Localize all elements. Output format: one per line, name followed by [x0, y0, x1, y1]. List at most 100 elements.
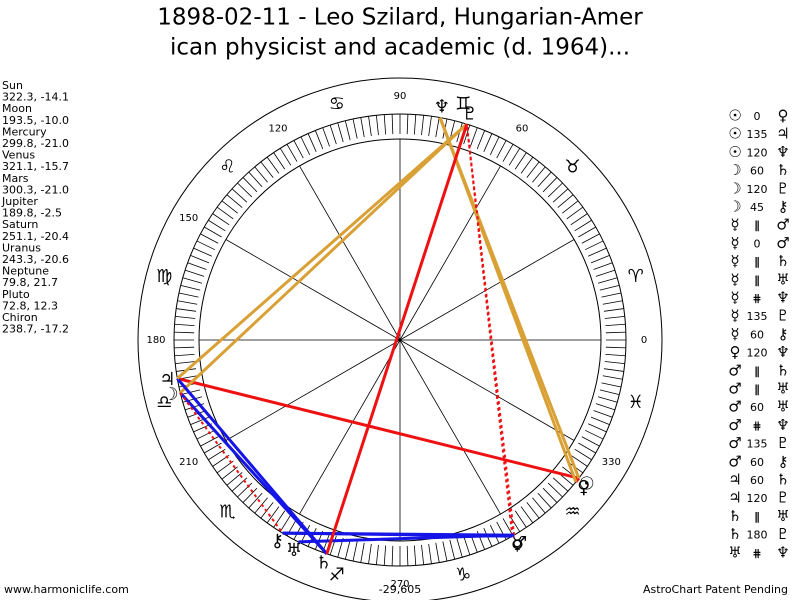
ring-tick — [578, 442, 596, 454]
aspect-planet: ♅ — [776, 398, 789, 416]
ring-tick — [514, 510, 527, 528]
degree-label: 210 — [179, 457, 198, 468]
aspect-line — [465, 123, 516, 536]
aspect-line — [176, 122, 468, 380]
outer-circle — [137, 77, 663, 600]
ring-tick — [508, 148, 521, 166]
ring-tick — [602, 375, 623, 380]
aspect-symbol: 135 — [747, 310, 768, 323]
ring-tick — [293, 140, 304, 159]
ring-tick — [463, 535, 471, 556]
aspect-symbol: 60 — [750, 328, 764, 341]
aspect-lines — [176, 117, 581, 555]
ring-tick — [248, 171, 263, 188]
footer-left: www.harmoniclife.com — [4, 583, 129, 596]
ring-tick — [537, 171, 552, 188]
aspect-symbol: 120 — [747, 183, 768, 196]
ring-tick — [547, 482, 563, 498]
aspect-planet: ☿ — [730, 307, 739, 325]
sign-glyph: ♑ — [455, 565, 471, 586]
ring-tick — [542, 487, 558, 503]
ring-tick — [435, 117, 440, 138]
ring-tick — [200, 436, 219, 447]
ring-tick — [578, 226, 596, 238]
aspect-planet: ☽ — [728, 198, 741, 216]
aspect-planet: ☿ — [730, 216, 739, 234]
aspect-planet: ♄ — [776, 361, 789, 379]
planet-glyph: ♅ — [286, 540, 302, 561]
planet-position: 238.7, -17.2 — [2, 323, 69, 336]
aspect-line — [438, 117, 578, 483]
planet-position: 193.5, -10.0 — [2, 114, 69, 127]
ring-tick — [599, 284, 620, 291]
aspect-planet: ♂ — [728, 452, 741, 470]
ring-tick — [588, 247, 607, 257]
sign-glyph: ♋ — [329, 93, 345, 114]
ring-tick — [266, 506, 280, 524]
ring-tick — [391, 545, 394, 566]
degree-label: 270 — [390, 579, 409, 590]
ring-tick — [502, 518, 514, 536]
sign-glyph: ♍ — [156, 266, 172, 287]
aspect-planet: ♅ — [776, 270, 789, 288]
ring-tick — [383, 114, 387, 135]
ring-tick — [368, 116, 372, 137]
ring-tick — [352, 541, 358, 562]
ring-tick — [476, 130, 486, 150]
ring-tick — [574, 448, 592, 461]
aspect-planet: ♇ — [776, 489, 789, 507]
aspect-planet: ♂ — [776, 234, 789, 252]
aspect-planet: ☉ — [728, 143, 741, 161]
footer-right: AstroChart Patent Pending — [643, 583, 788, 596]
planet-name: Neptune — [2, 265, 49, 278]
ring-tick — [375, 115, 379, 136]
aspect-symbol: 60 — [750, 165, 764, 178]
aspect-planet: ☽ — [728, 161, 741, 179]
aspect-planet: ⚷ — [778, 325, 789, 343]
ring-tick — [231, 188, 248, 203]
aspect-planet: ♄ — [776, 252, 789, 270]
ring-tick — [300, 136, 311, 156]
ring-tick — [449, 539, 456, 560]
planet-position: 243.3, -20.6 — [2, 253, 69, 266]
planet-name: Saturn — [2, 218, 38, 231]
ring-tick — [266, 156, 280, 174]
aspect-symbol: ∥ — [754, 383, 760, 396]
degree-label: 90 — [394, 91, 407, 102]
aspect-planet: ♇ — [776, 307, 789, 325]
ring-tick — [406, 545, 409, 566]
aspect-symbol: 180 — [747, 529, 768, 542]
sign-glyph: ♐ — [329, 565, 345, 586]
aspect-planet: ♀ — [778, 107, 789, 125]
aspect-planet: ♂ — [728, 361, 741, 379]
aspect-symbol: 0 — [754, 110, 761, 123]
ring-tick — [605, 346, 626, 349]
planet-position: 300.3, -21.0 — [2, 183, 69, 196]
aspect-line — [179, 392, 284, 534]
ring-tick — [542, 177, 558, 193]
planet-name: Uranus — [2, 241, 41, 254]
ring-tick — [584, 240, 604, 251]
ring-tick — [200, 233, 219, 244]
ring-tick — [368, 543, 372, 564]
ring-tick — [537, 492, 552, 509]
aspect-planet: ☉ — [728, 107, 741, 125]
ring-tick — [421, 115, 425, 136]
ring-tick — [221, 200, 238, 214]
ring-tick — [590, 416, 610, 426]
ring-tick — [593, 262, 613, 270]
ring-tick — [605, 331, 626, 334]
ring-tick — [344, 120, 351, 141]
planet-name: Chiron — [2, 311, 38, 324]
ring-tick — [581, 436, 600, 447]
planet-glyph: ♂ — [511, 533, 527, 554]
ring-tick — [279, 514, 292, 532]
ring-tick — [604, 361, 625, 365]
planet-glyph: ⚷ — [271, 531, 284, 552]
ring-tick — [204, 226, 222, 238]
aspect-symbol: ⋕ — [752, 419, 761, 432]
ring-tick — [605, 353, 626, 357]
ring-tick — [597, 396, 618, 403]
ring-tick — [413, 545, 417, 566]
ring-tick — [566, 206, 584, 220]
